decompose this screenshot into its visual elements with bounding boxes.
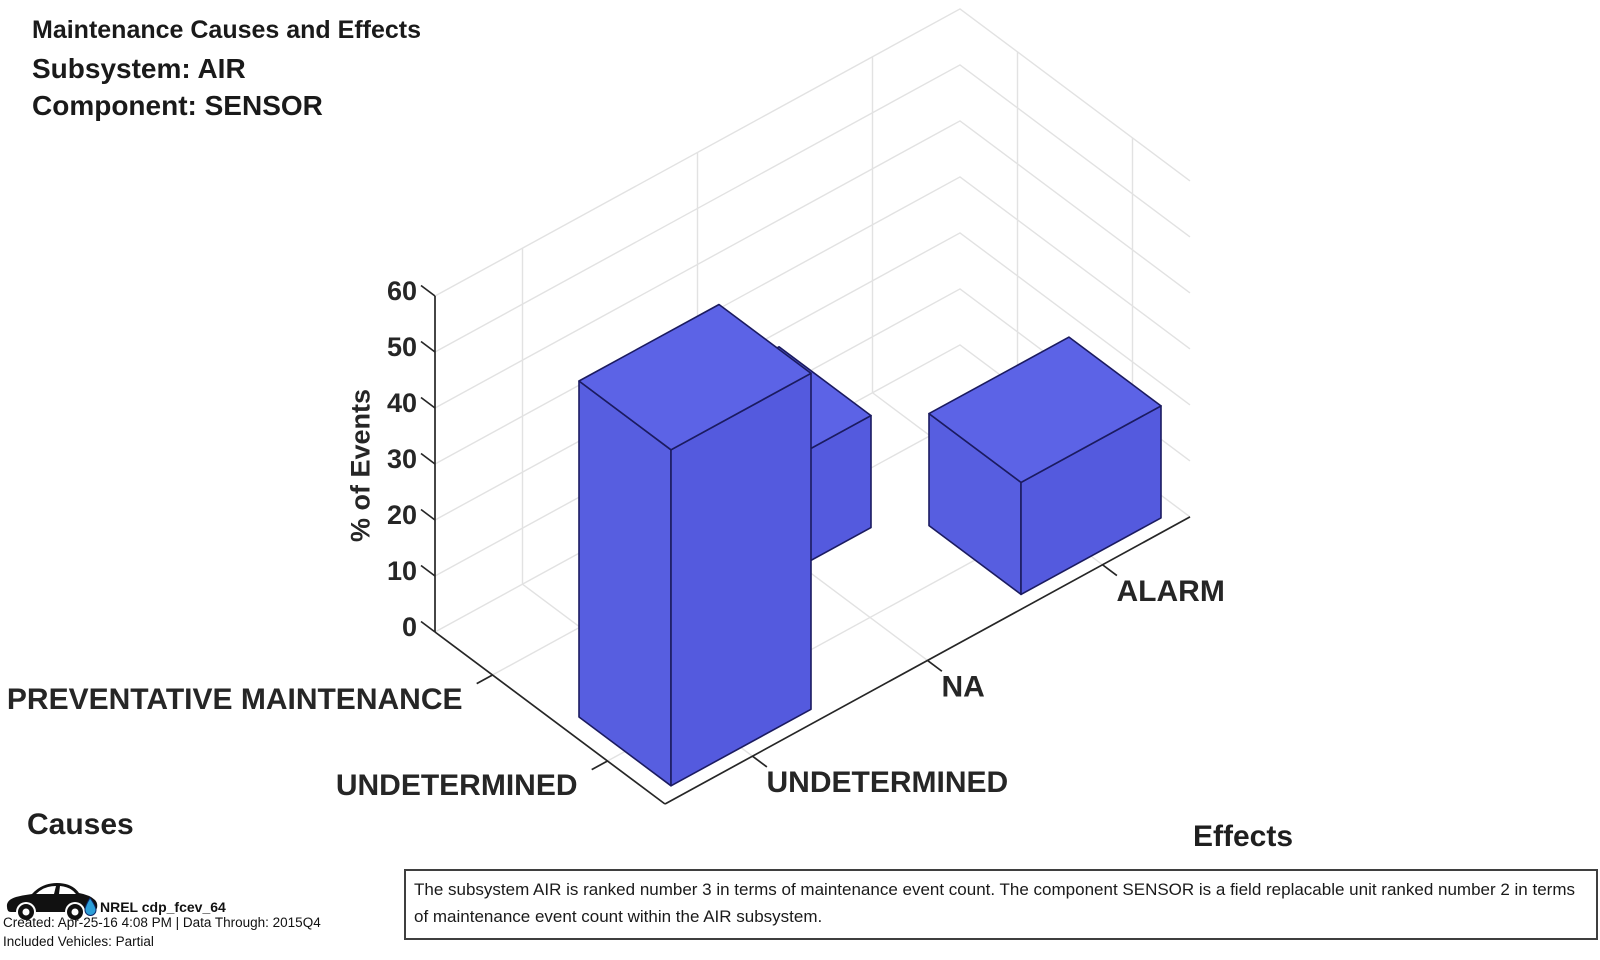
chart-tick-labels: 0 10 20 30 40 50 60 PREVENTATIVE MAINTENANCE UND… (7, 276, 1225, 802)
effect-label-undetermined: UNDETERMINED (767, 766, 1009, 799)
chart-subtitle-subsystem: Subsystem: AIR (32, 53, 246, 84)
z-tick-mark (420, 452, 436, 465)
z-tick-label-40: 40 (387, 388, 417, 418)
effect-label-na: NA (942, 670, 985, 703)
water-drop-icon (84, 897, 97, 916)
causes-tick-mark (591, 760, 608, 771)
car-silhouette-icon (6, 883, 98, 912)
chart-bars (578, 303, 1162, 787)
z-axis-title: % of Events (345, 388, 376, 543)
footer-included-vehicles-line: Included Vehicles: Partial (3, 934, 154, 949)
z-tick-label-60: 60 (387, 276, 417, 306)
z-tick-mark (420, 284, 436, 297)
effect-label-alarm: ALARM (1117, 575, 1225, 608)
gridline (434, 64, 1191, 353)
causes-tick-mark (476, 674, 493, 685)
z-tick-label-0: 0 (402, 612, 417, 642)
bar-top-face (928, 336, 1162, 484)
z-tick-mark (420, 564, 436, 577)
footer-created-line: Created: Apr-25-16 4:08 PM | Data Throug… (3, 915, 321, 930)
cause-label-preventative-maintenance: PREVENTATIVE MAINTENANCE (7, 683, 463, 716)
gridline (434, 120, 1191, 409)
z-tick-mark (420, 396, 436, 409)
z-tick-label-30: 30 (387, 444, 417, 474)
z-tick-label-50: 50 (387, 332, 417, 362)
bar-undetermined-alarm (928, 336, 1162, 596)
z-tick-mark (420, 340, 436, 353)
effects-axis-title: Effects (1193, 820, 1294, 853)
caption-text: The subsystem AIR is ranked number 3 in … (414, 880, 1575, 926)
effects-tick-mark (751, 755, 768, 768)
cause-label-undetermined: UNDETERMINED (336, 769, 578, 802)
bar-undetermined-undetermined (578, 303, 812, 787)
chart-title: Maintenance Causes and Effects (32, 16, 422, 44)
car-window-line (36, 886, 76, 894)
z-tick-label-10: 10 (387, 556, 417, 586)
caption-box: The subsystem AIR is ranked number 3 in … (404, 869, 1598, 940)
z-tick-label-20: 20 (387, 500, 417, 530)
z-tick-mark (420, 620, 436, 633)
causes-axis-line (434, 631, 666, 805)
effects-tick-mark (1101, 564, 1118, 577)
causes-axis-title: Causes (27, 808, 134, 841)
bar-top-face (578, 303, 812, 451)
nrel-car-logo (2, 874, 102, 929)
chart-axes (420, 284, 1191, 805)
footer-dataset-label: NREL cdp_fcev_64 (100, 899, 226, 915)
gridline (434, 8, 1191, 297)
bar-left-face (578, 380, 672, 787)
car-wheel-front-hub (71, 908, 79, 916)
z-tick-mark (420, 508, 436, 521)
effects-tick-mark (926, 659, 943, 672)
car-wheel-rear-hub (22, 908, 30, 916)
chart-subtitle-component: Component: SENSOR (32, 90, 323, 121)
